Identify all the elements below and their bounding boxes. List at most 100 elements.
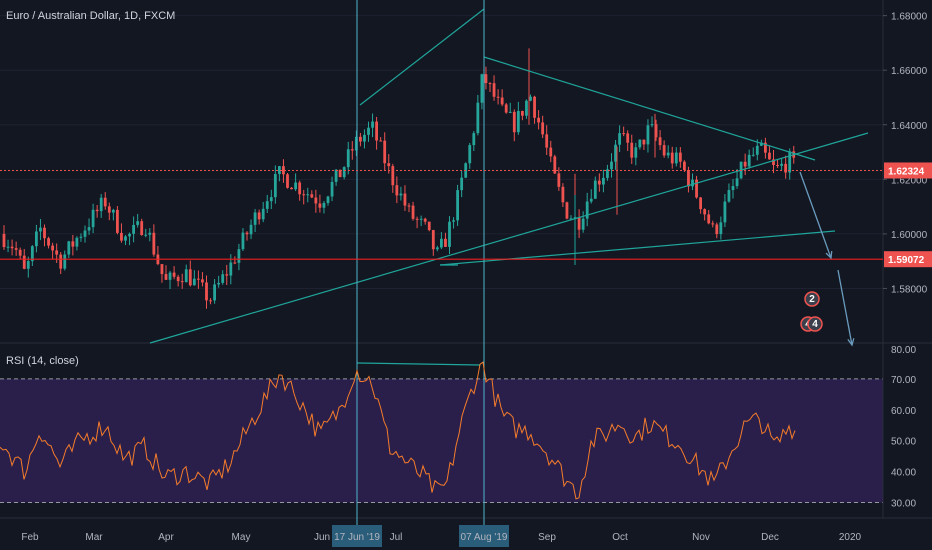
candle-body [650, 124, 654, 126]
candle-body [136, 221, 140, 225]
candle-body [654, 124, 658, 138]
price-tick-label: 1.68000 [891, 12, 928, 23]
comment-badge [807, 316, 823, 332]
candle-body [695, 179, 698, 198]
projection-arrow-2-head [847, 338, 855, 347]
candle-body [484, 74, 488, 84]
candle-body [375, 121, 378, 141]
candle-body [209, 300, 212, 302]
time-axis-label: 2020 [839, 532, 862, 543]
candle-body [290, 187, 293, 190]
time-highlight-label: 07 Aug '19 [461, 532, 508, 543]
candle-body [440, 238, 443, 248]
candle-body [367, 127, 370, 135]
candle-body [565, 202, 569, 219]
candle-body [622, 133, 626, 135]
candle-body [751, 154, 755, 156]
candle-body [480, 74, 484, 103]
candle-body [395, 185, 399, 196]
candle-body [160, 264, 164, 275]
candle-body [322, 202, 326, 208]
candle-body [221, 274, 225, 283]
time-axis-label: Mar [85, 532, 103, 543]
candle-body [391, 166, 395, 186]
candle-body [448, 221, 451, 247]
candle-body [683, 161, 686, 170]
candle-body [148, 232, 152, 235]
time-axis-label: Dec [761, 532, 779, 543]
candle-body [630, 142, 634, 158]
candle-body [22, 255, 26, 269]
candle-body [35, 231, 38, 247]
candle-body [14, 248, 18, 250]
candle-body [452, 220, 455, 222]
candle-body [638, 139, 642, 148]
candle-body [6, 246, 10, 248]
candle-body [593, 180, 597, 199]
candle-body [71, 241, 75, 247]
candle-body [192, 278, 196, 286]
candle-body [261, 208, 265, 220]
candle-body [504, 104, 508, 113]
candle-body [99, 197, 103, 212]
candle-body [152, 232, 156, 255]
candle-body [723, 201, 727, 223]
candle-body [314, 197, 318, 204]
candle-body [346, 149, 350, 168]
candle-body [618, 133, 621, 145]
candle-body [103, 197, 107, 207]
candle-body [435, 247, 439, 250]
candle-body [18, 249, 22, 256]
candle-body [116, 209, 119, 233]
candle-body [759, 142, 763, 146]
candle-body [634, 147, 638, 158]
candle-body [545, 134, 549, 148]
candle-body [589, 198, 593, 202]
candle-body [26, 261, 30, 269]
candle-body [180, 281, 184, 283]
rsi-band [0, 378, 883, 503]
candle-body [334, 169, 338, 182]
candle-body [278, 166, 281, 175]
candle-body [711, 223, 715, 225]
candle-body [51, 245, 54, 251]
time-axis-label: Nov [692, 532, 710, 543]
price-tick-label: 1.66000 [891, 66, 928, 77]
candle-body [2, 233, 6, 248]
candle-body [30, 246, 34, 262]
candle-body [403, 193, 407, 206]
candle-body [419, 218, 423, 220]
candle-body [731, 186, 735, 190]
candle-body [310, 194, 314, 198]
candle-body [496, 96, 500, 98]
candle-body [525, 100, 528, 116]
candle-body [59, 254, 63, 269]
candle-body [237, 249, 241, 263]
support-price-tag-bg [884, 251, 932, 268]
candle-body [788, 151, 792, 173]
candle-body [91, 209, 95, 228]
candle-body [140, 221, 144, 236]
candle-body [233, 262, 237, 264]
candle-body [662, 145, 666, 156]
candle-body [614, 144, 617, 162]
candle-body [306, 194, 310, 196]
candle-body [47, 238, 50, 246]
current-price-tag-bg [884, 162, 932, 179]
candle-body [197, 278, 200, 280]
candle-body [658, 137, 662, 146]
candle-body [124, 236, 127, 241]
candle-body [512, 111, 516, 133]
candle-body [164, 274, 168, 280]
candle-body [298, 182, 302, 195]
candle-body [350, 149, 354, 151]
time-axis-label: Jun [314, 532, 330, 543]
candle-body [610, 161, 613, 170]
candle-body [338, 169, 342, 178]
candle-body [294, 182, 297, 190]
rsi-tick-label: 40.00 [891, 468, 916, 479]
candle-body [719, 222, 723, 235]
candle-body [553, 156, 557, 174]
candle-body [444, 238, 447, 247]
